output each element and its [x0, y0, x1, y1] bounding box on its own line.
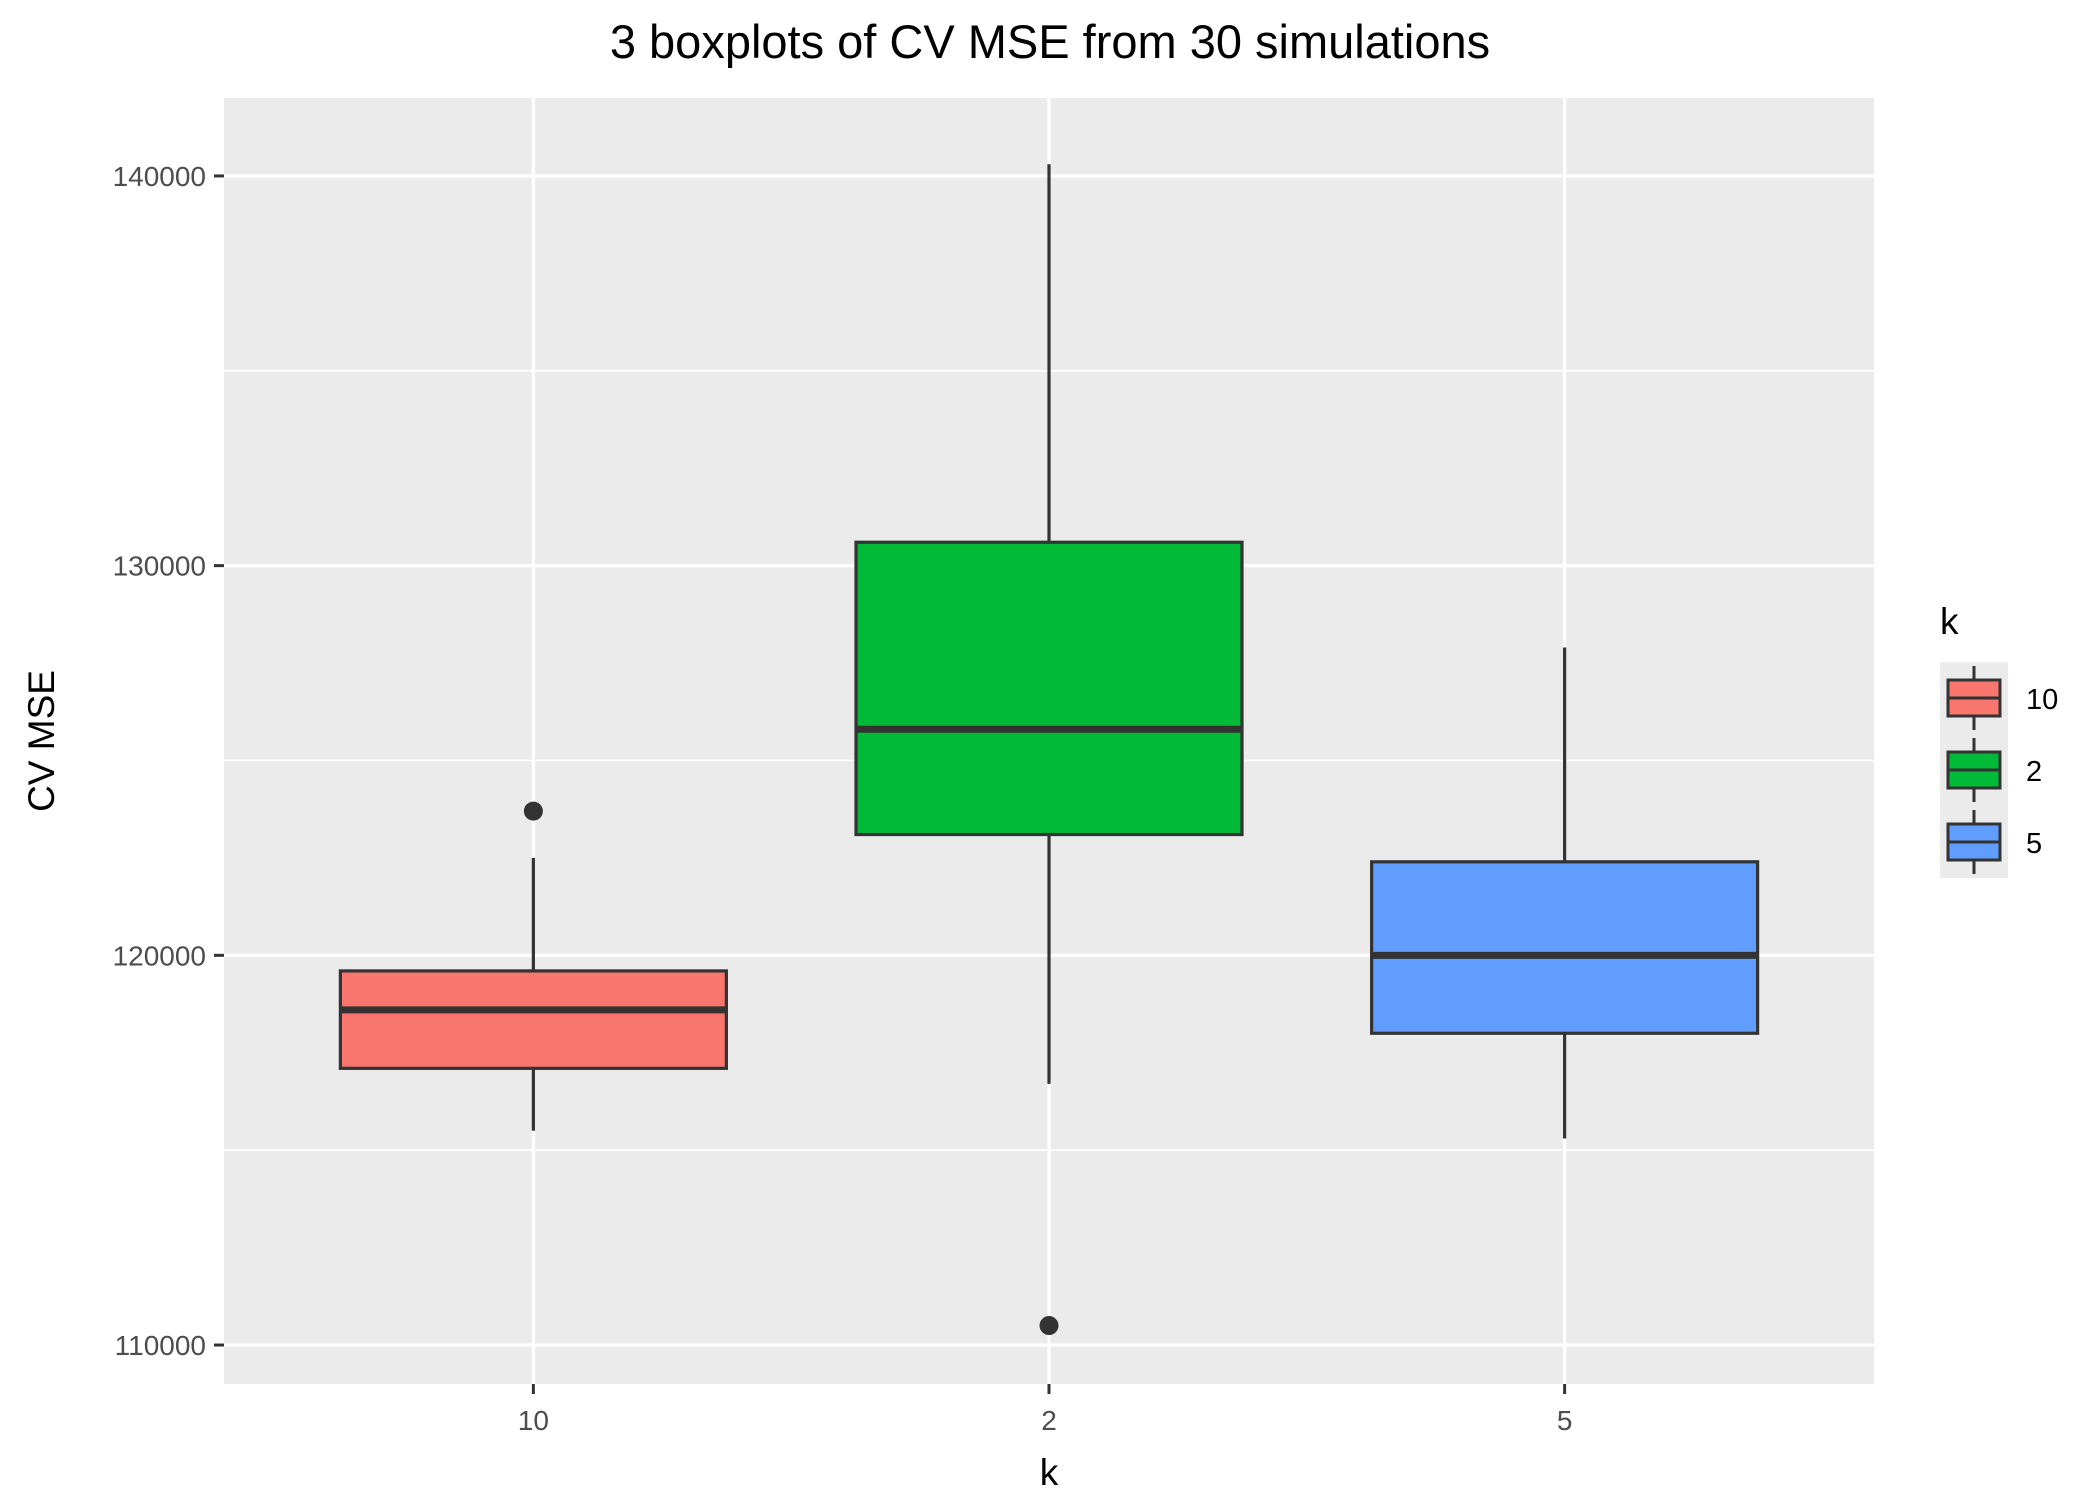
legend-label: 5: [2026, 828, 2042, 860]
legend-entry-5: 5: [1940, 806, 2042, 878]
legend-label: 10: [2026, 684, 2058, 716]
y-tick-label: 130000: [113, 551, 206, 582]
outlier-point: [523, 801, 543, 821]
boxplot-series: [338, 164, 1760, 1336]
y-axis: 110000 120000 130000 140000: [113, 161, 224, 1361]
boxplot-10: [338, 801, 728, 1131]
boxplot-2: [854, 164, 1244, 1336]
x-axis-title: k: [1040, 1452, 1059, 1493]
legend-entries: 10 2 5: [1940, 662, 2058, 878]
y-axis-title: CV MSE: [21, 670, 62, 812]
box: [1370, 860, 1760, 1035]
box: [338, 969, 728, 1070]
legend: k 10 2 5: [1940, 601, 2058, 878]
legend-label: 2: [2026, 756, 2042, 788]
legend-entry-2: 2: [1940, 734, 2042, 806]
x-tick-label: 5: [1557, 1405, 1573, 1436]
chart-title: 3 boxplots of CV MSE from 30 simulations: [610, 15, 1490, 68]
x-tick-label: 10: [518, 1405, 549, 1436]
x-axis: 10 2 5: [518, 1384, 1573, 1436]
legend-title: k: [1940, 601, 1959, 642]
y-tick-label: 110000: [115, 1330, 206, 1361]
outlier-point: [1039, 1316, 1059, 1336]
legend-entry-10: 10: [1940, 662, 2058, 734]
y-tick-label: 120000: [113, 940, 206, 971]
x-tick-label: 2: [1041, 1405, 1057, 1436]
y-tick-label: 140000: [113, 161, 206, 192]
box: [854, 540, 1244, 837]
boxplot-5: [1370, 647, 1760, 1139]
